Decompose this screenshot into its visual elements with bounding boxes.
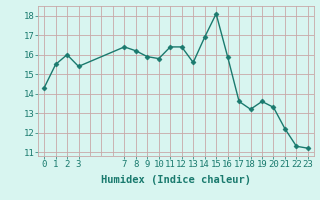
X-axis label: Humidex (Indice chaleur): Humidex (Indice chaleur) bbox=[101, 175, 251, 185]
